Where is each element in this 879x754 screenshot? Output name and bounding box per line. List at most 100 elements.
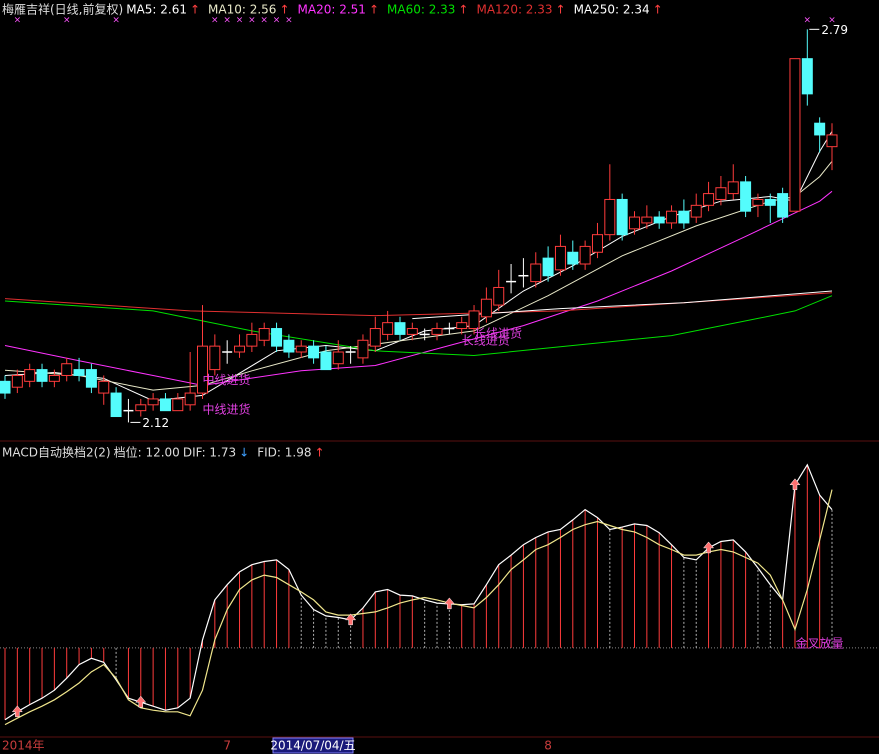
candle-body xyxy=(73,369,85,376)
candle-body xyxy=(382,322,394,335)
candle-body xyxy=(567,251,579,265)
candle-body xyxy=(826,134,838,148)
legend-label: MA250: 2.34 xyxy=(574,3,650,17)
candle-body xyxy=(48,374,60,382)
candle-body xyxy=(641,216,653,224)
candle-body xyxy=(196,345,208,394)
signal-mark: × xyxy=(285,16,293,26)
candle-body xyxy=(357,339,369,359)
setting-label: 档位: 12.00 xyxy=(114,445,180,460)
candle-body xyxy=(542,257,554,277)
candle-body xyxy=(554,245,566,271)
cursor-box xyxy=(272,737,354,754)
candle-body xyxy=(320,351,332,371)
signal-mark: × xyxy=(63,16,71,26)
candle-body xyxy=(332,351,344,365)
candle-body xyxy=(666,210,678,224)
legend-arrow: ↑ xyxy=(458,3,468,17)
signal-mark: × xyxy=(14,16,22,26)
ma-line xyxy=(4,292,833,317)
candle-body xyxy=(629,216,641,230)
macd-line xyxy=(4,489,833,726)
panel-title: MACD自动换档2(2) xyxy=(2,446,111,460)
signal-mark: × xyxy=(248,16,256,26)
candle-body xyxy=(406,328,418,335)
extreme-label: 2.12 xyxy=(142,416,169,430)
extreme-label: 2.79 xyxy=(821,23,848,37)
x-tick-label: 7 xyxy=(223,739,231,753)
signal-mark: × xyxy=(236,16,244,26)
candle-body xyxy=(604,198,616,236)
candle-body xyxy=(61,363,73,376)
signal-arrow xyxy=(703,541,715,554)
signal-arrow xyxy=(11,705,23,718)
candle-body xyxy=(24,369,36,382)
candle-body xyxy=(752,198,764,206)
ma-line xyxy=(4,190,833,386)
signal-mark: × xyxy=(804,16,812,26)
legend-arrow: ↑ xyxy=(279,3,289,17)
candle-body xyxy=(295,345,307,353)
legend-label: MA20: 2.51 xyxy=(298,3,366,17)
candle-body xyxy=(678,210,690,224)
legend-label: DIF: 1.73 xyxy=(183,446,236,460)
signal-mark: × xyxy=(112,16,120,26)
legend-arrow: ↑ xyxy=(190,3,200,17)
legend-arrow: ↑ xyxy=(314,446,324,460)
signal-mark: × xyxy=(260,16,268,26)
candle-body xyxy=(789,58,801,212)
candle-body xyxy=(764,198,776,206)
annotation: 金叉放量 xyxy=(796,635,844,650)
candle-body xyxy=(0,380,11,394)
signal-mark: × xyxy=(273,16,281,26)
legend-arrow: ↑ xyxy=(653,3,663,17)
x-tick-label: 8 xyxy=(544,739,552,753)
cursor-label: 2014/07/04/五 xyxy=(270,739,355,753)
legend-label: MA60: 2.33 xyxy=(387,3,455,17)
candle-body xyxy=(394,322,406,335)
candle-body xyxy=(246,333,258,347)
legend-arrow: ↓ xyxy=(239,446,249,460)
candle-body xyxy=(814,122,826,136)
candle-body xyxy=(456,322,468,330)
candle-body xyxy=(283,339,295,353)
signal-arrow xyxy=(135,695,147,708)
candle-body xyxy=(369,328,381,347)
candle-body xyxy=(234,345,246,353)
signal-arrow xyxy=(443,597,455,610)
candle-body xyxy=(740,181,752,212)
candle-body xyxy=(147,398,159,406)
candle-body xyxy=(801,58,813,95)
candle-body xyxy=(777,193,789,218)
candle-body xyxy=(135,404,147,412)
candle-body xyxy=(159,398,171,412)
annotation: 长线进货 xyxy=(474,325,522,340)
candle-body xyxy=(530,263,542,283)
annotation: 长线进货 xyxy=(462,332,510,347)
signal-mark: × xyxy=(211,16,219,26)
candle-body xyxy=(36,369,48,382)
candle-body xyxy=(591,234,603,253)
signal-arrow xyxy=(345,613,357,626)
candle-body xyxy=(271,328,283,347)
candle-body xyxy=(616,198,628,236)
x-tick-label: 2014年 xyxy=(2,739,45,753)
candle-body xyxy=(715,187,727,200)
candle-body xyxy=(184,392,196,406)
legend-label: FID: 1.98 xyxy=(257,446,311,460)
legend-arrow: ↑ xyxy=(369,3,379,17)
candle-body xyxy=(468,310,480,330)
signal-mark: × xyxy=(828,16,836,26)
candle-body xyxy=(431,328,443,335)
candle-body xyxy=(209,345,221,371)
candle-body xyxy=(85,369,97,388)
candle-body xyxy=(703,193,715,206)
legend-label: MA120: 2.33 xyxy=(476,3,552,17)
candle-body xyxy=(258,328,270,341)
signal-mark: × xyxy=(223,16,231,26)
candle-body xyxy=(690,204,702,218)
annotation: 中线进货 xyxy=(202,402,250,417)
